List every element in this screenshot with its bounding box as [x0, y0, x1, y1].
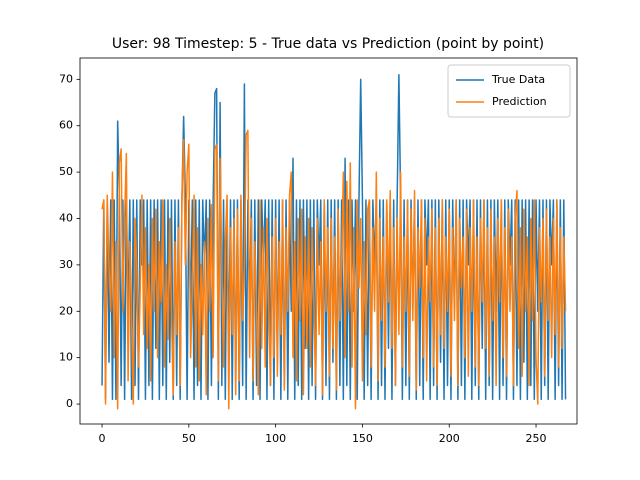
x-tick-label: 100	[265, 432, 286, 445]
x-tick-label: 150	[352, 432, 373, 445]
y-tick-label: 40	[59, 212, 73, 225]
y-tick-label: 70	[59, 72, 73, 85]
x-tick-label: 0	[99, 432, 106, 445]
y-tick-label: 30	[59, 258, 73, 271]
y-tick-label: 10	[59, 351, 73, 364]
legend-label: True Data	[491, 73, 545, 86]
legend-label: Prediction	[492, 95, 547, 108]
plot-frame	[79, 57, 578, 425]
chart-title: User: 98 Timestep: 5 - True data vs Pred…	[112, 36, 544, 52]
y-tick-label: 60	[59, 119, 73, 132]
x-tick-label: 250	[526, 432, 547, 445]
y-tick-label: 0	[66, 397, 73, 410]
series-line	[101, 129, 567, 410]
x-tick-label: 50	[182, 432, 196, 445]
y-tick-label: 20	[59, 304, 73, 317]
x-tick-label: 200	[439, 432, 460, 445]
y-tick-label: 50	[59, 165, 73, 178]
legend-box	[447, 64, 571, 118]
